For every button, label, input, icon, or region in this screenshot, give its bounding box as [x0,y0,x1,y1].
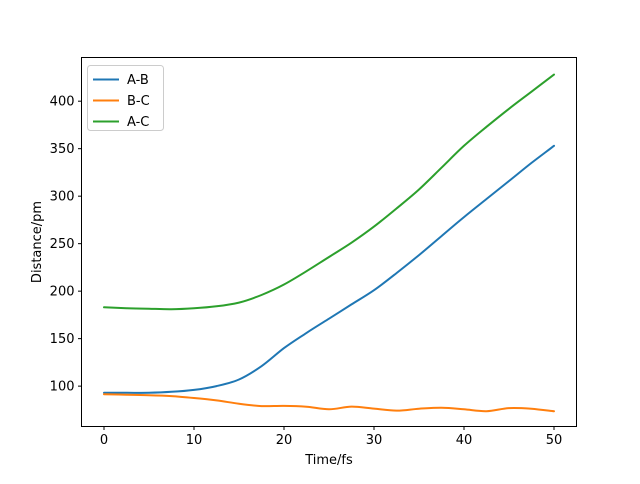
y-tick-label: 100 [50,380,75,395]
legend-label: B-C [127,94,150,109]
series-line-a-c [103,73,555,311]
x-tick-label: 30 [366,433,383,448]
y-tick-label: 350 [50,142,75,157]
y-axis-ticks: 100 150 200 250 300 350 400 [50,95,82,395]
legend-label: A-B [127,73,149,88]
x-axis-ticks: 0 10 20 30 40 50 [100,426,563,448]
y-tick-label: 150 [50,332,75,347]
x-axis-label: Time/fs [304,453,353,468]
y-tick-label: 250 [50,237,75,252]
x-tick-label: 20 [276,433,293,448]
legend-frame [87,65,164,131]
series-group [103,73,555,413]
series-line-b-c [103,393,555,413]
y-tick-label: 200 [50,285,75,300]
x-tick-label: 50 [546,433,563,448]
x-tick-label: 40 [456,433,473,448]
legend: A-B B-C A-C [87,65,164,131]
legend-label: A-C [127,115,149,130]
x-tick-label: 10 [186,433,203,448]
axes-frame [81,57,577,427]
y-axis-label: Distance/pm [30,201,45,283]
series-line-a-b [103,144,555,394]
x-tick-label: 0 [100,433,108,448]
y-tick-label: 400 [50,95,75,110]
y-tick-label: 300 [50,190,75,205]
